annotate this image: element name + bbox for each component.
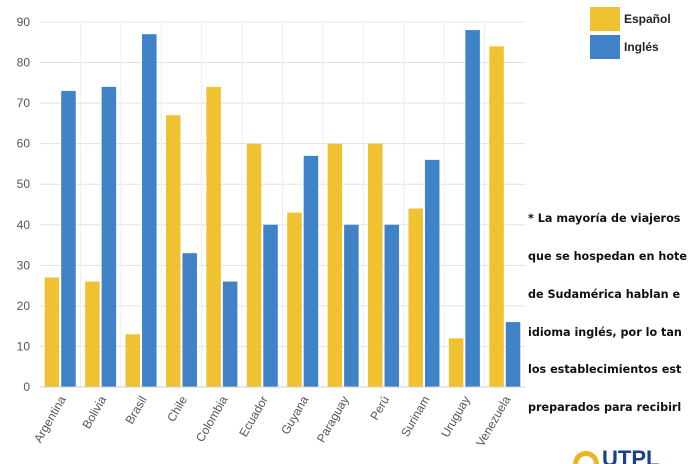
bar-espanol xyxy=(246,143,262,387)
bar-espanol xyxy=(165,115,181,388)
logo-text: UTPL xyxy=(602,446,659,464)
x-tick-label: Paraguay xyxy=(314,394,352,445)
note-line: de Sudamérica hablan e xyxy=(528,287,681,301)
x-tick-label: Surinam xyxy=(398,394,432,440)
y-tick-label: 50 xyxy=(17,177,31,191)
bar-ingles xyxy=(303,155,319,387)
x-tick-label: Guyana xyxy=(278,393,311,437)
note-line: que se hospedan en hote xyxy=(528,249,687,263)
bar-ingles xyxy=(344,224,359,387)
annotation-note: * La mayoría de viajeros que se hospedan… xyxy=(528,188,692,427)
x-tick-label: Venezuela xyxy=(473,393,513,449)
bar-espanol xyxy=(287,212,302,387)
bar-chart: 0 10 20 30 40 50 60 70 80 90 Argentina Bolivia Brasi… xyxy=(17,15,525,449)
bar-espanol xyxy=(327,143,343,387)
bar-ingles xyxy=(101,86,117,387)
bar-espanol xyxy=(85,281,100,387)
legend-item-espanol[interactable]: Español xyxy=(590,6,671,32)
bar-espanol xyxy=(206,86,221,387)
y-tick-label: 10 xyxy=(17,339,31,353)
y-tick-label: 70 xyxy=(17,96,31,110)
note-line: * La mayoría de viajeros xyxy=(528,212,681,226)
x-tick-label: Chile xyxy=(164,393,190,424)
bar-ingles xyxy=(142,34,157,388)
legend-swatch-ingles xyxy=(590,35,620,59)
y-tick-label: 0 xyxy=(23,380,30,394)
bar-ingles xyxy=(263,224,278,387)
x-tick-label: Bolivia xyxy=(79,393,109,431)
bar-espanol xyxy=(125,334,141,387)
bar-espanol xyxy=(368,143,383,387)
note-line: preparados para recibirl xyxy=(528,401,682,415)
x-tick-label: Uruguay xyxy=(438,394,473,440)
legend: Español Inglés xyxy=(590,6,671,62)
note-line: los establecimientos est xyxy=(528,363,682,377)
bar-espanol xyxy=(408,208,423,387)
x-tick-label: Colombia xyxy=(193,393,231,444)
bar-ingles xyxy=(182,253,197,387)
y-tick-label: 30 xyxy=(17,258,31,272)
y-tick-label: 60 xyxy=(17,137,31,151)
bar-ingles xyxy=(424,159,440,387)
bar-espanol xyxy=(44,277,60,387)
legend-label-espanol: Español xyxy=(624,12,671,26)
legend-item-ingles[interactable]: Inglés xyxy=(590,34,671,60)
note-line: idioma inglés, por lo tan xyxy=(528,325,682,339)
bar-espanol xyxy=(489,46,504,387)
x-tick-label: Ecuador xyxy=(236,394,270,440)
x-tick-label: Brasil xyxy=(123,394,150,427)
y-tick-label: 40 xyxy=(17,218,31,232)
x-tick-label: Perú xyxy=(367,394,392,423)
bar-ingles xyxy=(222,281,238,387)
legend-label-ingles: Inglés xyxy=(624,40,659,54)
y-tick-label: 90 xyxy=(17,15,31,29)
bar-espanol xyxy=(448,338,464,387)
y-tick-label: 80 xyxy=(17,56,31,70)
legend-swatch-espanol xyxy=(590,7,620,31)
bar-ingles xyxy=(61,90,76,387)
bar-ingles xyxy=(465,30,480,387)
logo-emblem-icon: UTPL xyxy=(573,446,659,464)
x-tick-label: Argentina xyxy=(31,393,69,445)
bar-ingles xyxy=(505,322,521,387)
bar-ingles xyxy=(384,224,400,387)
y-tick-label: 20 xyxy=(17,299,31,313)
utpl-logo: UTPL xyxy=(572,440,692,464)
